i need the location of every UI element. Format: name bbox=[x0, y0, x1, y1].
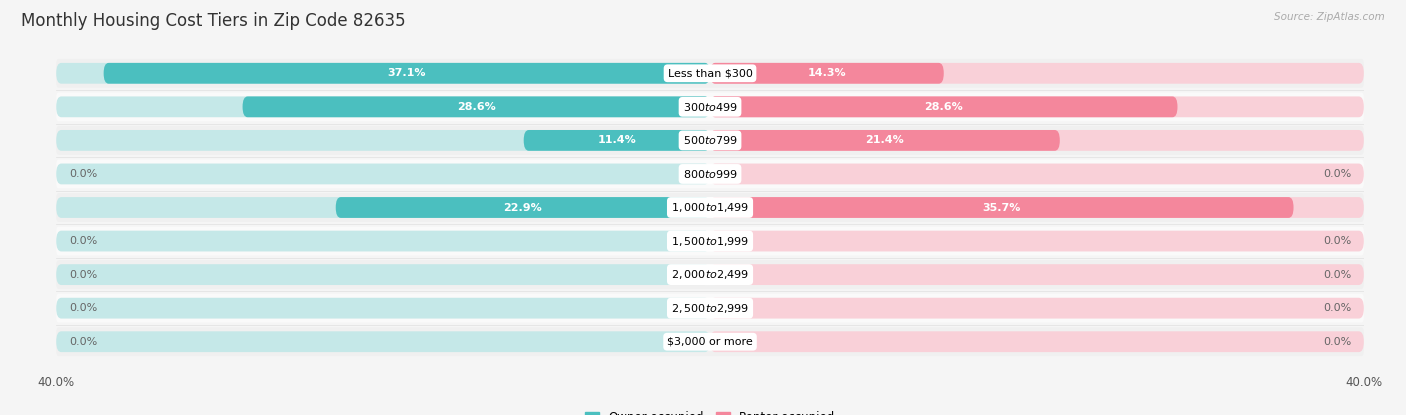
FancyBboxPatch shape bbox=[56, 327, 1364, 356]
FancyBboxPatch shape bbox=[243, 96, 710, 117]
Text: Source: ZipAtlas.com: Source: ZipAtlas.com bbox=[1274, 12, 1385, 22]
FancyBboxPatch shape bbox=[56, 331, 710, 352]
Text: Less than $300: Less than $300 bbox=[668, 68, 752, 78]
FancyBboxPatch shape bbox=[56, 264, 710, 285]
FancyBboxPatch shape bbox=[56, 126, 1364, 155]
Text: $2,500 to $2,999: $2,500 to $2,999 bbox=[671, 302, 749, 315]
Text: 11.4%: 11.4% bbox=[598, 135, 637, 145]
Text: $3,000 or more: $3,000 or more bbox=[668, 337, 752, 347]
FancyBboxPatch shape bbox=[56, 231, 710, 251]
FancyBboxPatch shape bbox=[56, 227, 1364, 256]
FancyBboxPatch shape bbox=[710, 164, 1364, 184]
Text: 37.1%: 37.1% bbox=[388, 68, 426, 78]
Text: 0.0%: 0.0% bbox=[69, 236, 97, 246]
FancyBboxPatch shape bbox=[710, 264, 1364, 285]
Text: 14.3%: 14.3% bbox=[807, 68, 846, 78]
Legend: Owner-occupied, Renter-occupied: Owner-occupied, Renter-occupied bbox=[579, 406, 841, 415]
FancyBboxPatch shape bbox=[710, 197, 1294, 218]
FancyBboxPatch shape bbox=[523, 130, 710, 151]
FancyBboxPatch shape bbox=[336, 197, 710, 218]
Text: 35.7%: 35.7% bbox=[983, 203, 1021, 212]
FancyBboxPatch shape bbox=[710, 130, 1364, 151]
Text: 0.0%: 0.0% bbox=[1323, 337, 1351, 347]
FancyBboxPatch shape bbox=[56, 193, 1364, 222]
FancyBboxPatch shape bbox=[56, 130, 710, 151]
Text: 0.0%: 0.0% bbox=[1323, 270, 1351, 280]
FancyBboxPatch shape bbox=[56, 164, 710, 184]
Text: 21.4%: 21.4% bbox=[866, 135, 904, 145]
FancyBboxPatch shape bbox=[710, 231, 1364, 251]
Text: $1,000 to $1,499: $1,000 to $1,499 bbox=[671, 201, 749, 214]
Text: $1,500 to $1,999: $1,500 to $1,999 bbox=[671, 234, 749, 248]
FancyBboxPatch shape bbox=[710, 197, 1364, 218]
Text: 0.0%: 0.0% bbox=[1323, 303, 1351, 313]
FancyBboxPatch shape bbox=[710, 96, 1177, 117]
Text: $800 to $999: $800 to $999 bbox=[682, 168, 738, 180]
Text: 28.6%: 28.6% bbox=[457, 102, 496, 112]
FancyBboxPatch shape bbox=[56, 159, 1364, 188]
FancyBboxPatch shape bbox=[710, 130, 1060, 151]
FancyBboxPatch shape bbox=[56, 93, 1364, 121]
FancyBboxPatch shape bbox=[710, 96, 1364, 117]
Text: Monthly Housing Cost Tiers in Zip Code 82635: Monthly Housing Cost Tiers in Zip Code 8… bbox=[21, 12, 406, 30]
FancyBboxPatch shape bbox=[104, 63, 710, 84]
Text: 0.0%: 0.0% bbox=[1323, 236, 1351, 246]
Text: $2,000 to $2,499: $2,000 to $2,499 bbox=[671, 268, 749, 281]
Text: 22.9%: 22.9% bbox=[503, 203, 543, 212]
FancyBboxPatch shape bbox=[56, 59, 1364, 88]
FancyBboxPatch shape bbox=[710, 63, 943, 84]
FancyBboxPatch shape bbox=[56, 298, 710, 319]
Text: 0.0%: 0.0% bbox=[69, 169, 97, 179]
Text: 28.6%: 28.6% bbox=[924, 102, 963, 112]
FancyBboxPatch shape bbox=[56, 294, 1364, 322]
FancyBboxPatch shape bbox=[710, 63, 1364, 84]
FancyBboxPatch shape bbox=[56, 197, 710, 218]
FancyBboxPatch shape bbox=[710, 331, 1364, 352]
FancyBboxPatch shape bbox=[56, 96, 710, 117]
FancyBboxPatch shape bbox=[710, 298, 1364, 319]
Text: 0.0%: 0.0% bbox=[69, 303, 97, 313]
Text: 0.0%: 0.0% bbox=[1323, 169, 1351, 179]
FancyBboxPatch shape bbox=[56, 260, 1364, 289]
Text: $300 to $499: $300 to $499 bbox=[682, 101, 738, 113]
Text: 0.0%: 0.0% bbox=[69, 337, 97, 347]
Text: 0.0%: 0.0% bbox=[69, 270, 97, 280]
Text: $500 to $799: $500 to $799 bbox=[682, 134, 738, 146]
FancyBboxPatch shape bbox=[56, 63, 710, 84]
